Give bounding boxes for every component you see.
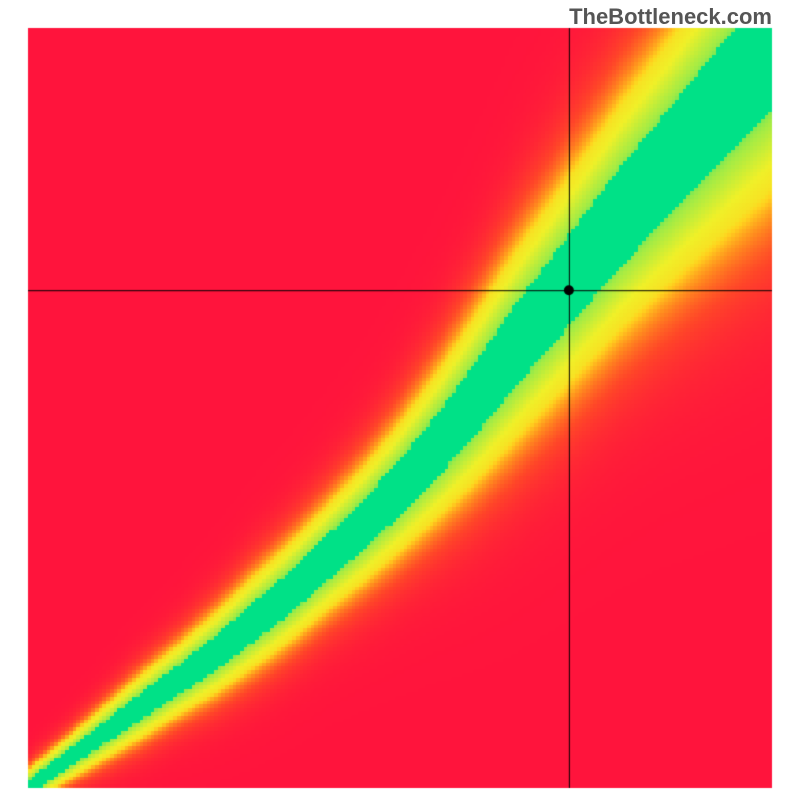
watermark-text: TheBottleneck.com [569,4,772,30]
chart-container: TheBottleneck.com [0,0,800,800]
bottleneck-heatmap [0,0,800,800]
